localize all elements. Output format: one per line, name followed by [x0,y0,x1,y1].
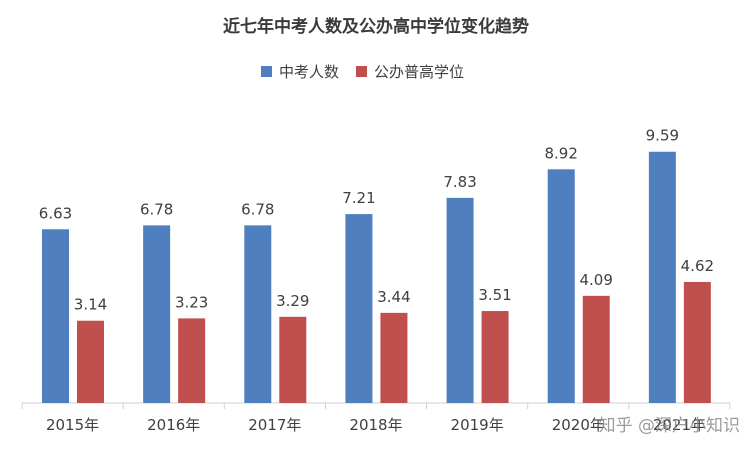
data-label: 6.78 [241,200,274,218]
bar-public-seats [380,312,408,403]
x-axis-ticks [21,403,731,409]
bar-public-seats [582,295,610,403]
bar-exam-takers [446,197,474,403]
data-label: 7.83 [443,173,476,191]
legend: 中考人数 公办普高学位 [261,63,464,81]
bar-exam-takers [345,214,373,403]
bar-exam-takers [648,151,676,403]
data-label: 3.44 [377,288,410,306]
bar-public-seats [481,311,509,403]
data-label: 7.21 [342,189,375,207]
bar-public-seats [178,318,206,403]
bar-exam-takers [143,225,171,403]
x-tick-label: 2015年 [46,416,99,434]
data-label: 3.14 [74,296,107,314]
legend-swatch [261,66,272,77]
x-tick-label: 2017年 [248,416,301,434]
x-tick-label: 2018年 [349,416,402,434]
bar-public-seats [683,281,711,403]
data-label: 3.29 [276,292,309,310]
data-label: 9.59 [646,127,679,145]
data-label: 6.63 [39,204,72,222]
bars-group [42,151,711,403]
value-labels-group: 6.63 6.78 6.78 7.21 7.83 8.92 9.59 3.14 3.23 3.29… [39,127,714,314]
x-tick-label: 2021年 [653,416,706,434]
x-tick-label: 2019年 [451,416,504,434]
data-label: 3.51 [478,286,511,304]
bar-public-seats [77,320,104,403]
x-tick-label: 2016年 [147,416,200,434]
watermark-text: 知乎 @深户小知识 [599,416,740,436]
data-label: 8.92 [545,144,578,162]
bar-exam-takers [244,225,272,403]
legend-label: 公办普高学位 [374,63,464,81]
category-labels-group: 2015年 2016年 2017年 2018年 2019年 2020年 2021年 [46,416,706,434]
bar-public-seats [279,316,307,403]
legend-swatch [356,66,367,77]
data-label: 4.09 [580,271,613,289]
data-label: 4.62 [681,257,714,275]
data-label: 3.23 [175,293,208,311]
bar-exam-takers [42,229,69,403]
x-tick-label: 2020年 [552,416,605,434]
chart-title: 近七年中考人数及公办高中学位变化趋势 [223,16,529,37]
data-label: 6.78 [140,200,173,218]
bar-exam-takers [547,169,575,403]
legend-label: 中考人数 [279,63,339,81]
